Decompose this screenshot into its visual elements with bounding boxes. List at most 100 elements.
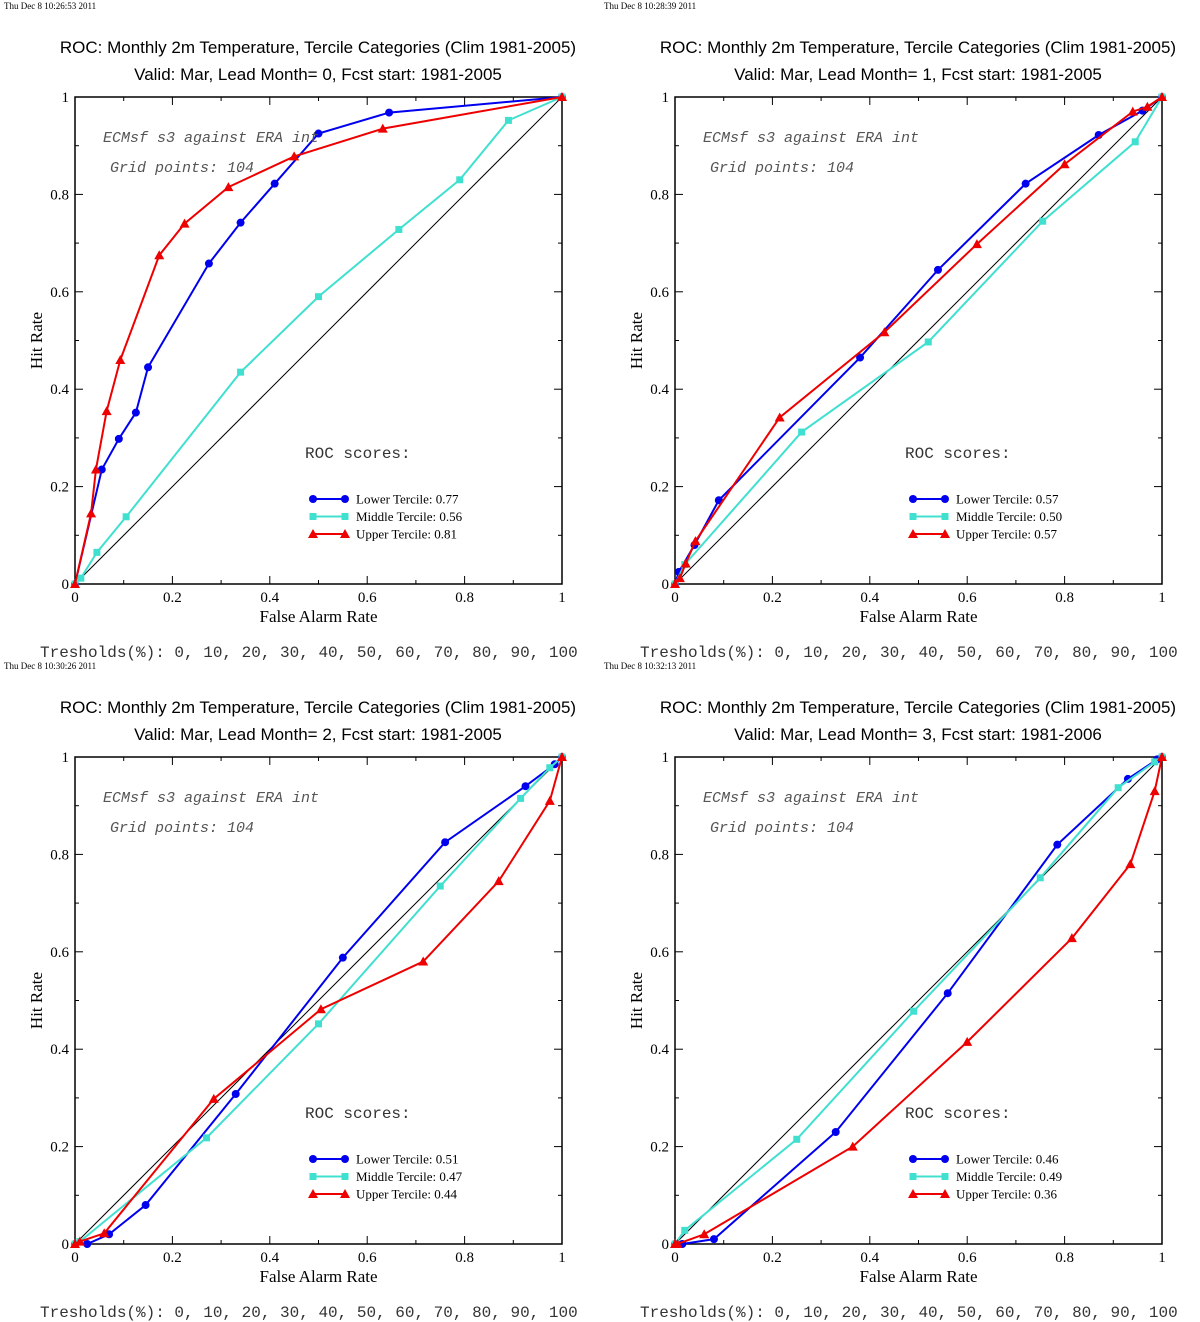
roc-panel-1: Thu Dec 8 10:28:39 2011 ROC: Monthly 2m T… xyxy=(604,1,1178,662)
y-tick-label: 0.6 xyxy=(50,285,69,301)
data-point-upper xyxy=(1149,786,1160,796)
data-point-upper xyxy=(99,1228,110,1238)
chart-title: ROC: Monthly 2m Temperature, Tercile Cat… xyxy=(660,698,1176,717)
data-point-upper xyxy=(1157,92,1167,101)
data-point-upper xyxy=(670,579,680,588)
legend-marker-middle xyxy=(909,1173,917,1180)
legend-marker-upper xyxy=(308,529,318,538)
thresholds-text: Tresholds(%): 0, 10, 20, 30, 40, 50, 60,… xyxy=(40,644,578,662)
x-tick-label: 0.2 xyxy=(163,590,182,606)
thresholds-text: Tresholds(%): 0, 10, 20, 30, 40, 50, 60,… xyxy=(640,644,1178,662)
legend-label-lower: Lower Tercile: 0.57 xyxy=(956,492,1059,507)
y-tick-label: 1 xyxy=(62,750,70,766)
data-point-upper xyxy=(971,239,982,249)
y-tick-label: 0.8 xyxy=(650,847,669,863)
legend-marker-lower xyxy=(941,495,949,503)
x-tick-label: 0.8 xyxy=(455,1250,474,1266)
data-point-upper xyxy=(557,752,567,761)
legend-label-lower: Lower Tercile: 0.46 xyxy=(956,1152,1059,1167)
roc-scores-heading: ROC scores: xyxy=(305,445,411,463)
x-tick-label: 0.6 xyxy=(358,1250,377,1266)
legend-marker-middle xyxy=(941,1173,949,1180)
legend-marker-lower xyxy=(909,495,917,503)
x-axis-label: False Alarm Rate xyxy=(859,607,977,626)
x-tick-label: 0.6 xyxy=(958,590,977,606)
data-point-middle xyxy=(546,764,554,772)
data-point-upper xyxy=(90,464,101,474)
y-tick-label: 0 xyxy=(62,577,70,593)
chart-subtitle: Valid: Mar, Lead Month= 0, Fcst start: 1… xyxy=(134,65,502,84)
legend-label-lower: Lower Tercile: 0.77 xyxy=(356,492,459,507)
legend-label-middle: Middle Tercile: 0.50 xyxy=(956,509,1062,524)
annotation-grid-points: Grid points: 104 xyxy=(710,160,854,177)
annotation-source: ECMsf s3 against ERA int xyxy=(703,790,919,807)
data-point-upper xyxy=(86,508,97,518)
data-point-upper xyxy=(1142,101,1153,111)
series-line-middle xyxy=(74,756,563,1245)
data-point-middle xyxy=(1131,138,1139,146)
data-point-upper xyxy=(879,327,890,337)
thresholds-text: Tresholds(%): 0, 10, 20, 30, 40, 50, 60,… xyxy=(640,1304,1178,1322)
legend-label-upper: Upper Tercile: 0.57 xyxy=(956,527,1058,542)
y-tick-label: 0.2 xyxy=(50,480,69,496)
y-tick-label: 0 xyxy=(62,1237,70,1253)
timestamp: Thu Dec 8 10:32:13 2011 xyxy=(604,661,696,671)
data-point-lower xyxy=(114,434,123,443)
data-point-middle xyxy=(122,513,130,521)
x-tick-label: 0.8 xyxy=(1055,1250,1074,1266)
data-point-middle xyxy=(315,1020,322,1028)
chart-title: ROC: Monthly 2m Temperature, Tercile Cat… xyxy=(60,38,576,57)
x-axis-label: False Alarm Rate xyxy=(259,607,377,626)
y-tick-label: 0.2 xyxy=(650,1140,669,1156)
series-line-middle xyxy=(74,96,563,585)
data-point-upper xyxy=(1125,859,1136,869)
legend-marker-middle xyxy=(341,1173,349,1180)
roc-scores-heading: ROC scores: xyxy=(905,1105,1011,1123)
data-point-middle xyxy=(1036,874,1044,882)
data-point-upper xyxy=(208,1093,219,1103)
data-point-middle xyxy=(798,428,806,436)
thresholds-text: Tresholds(%): 0, 10, 20, 30, 40, 50, 60,… xyxy=(40,1304,578,1322)
legend-label-middle: Middle Tercile: 0.47 xyxy=(356,1169,463,1184)
legend-label-middle: Middle Tercile: 0.56 xyxy=(356,509,463,524)
timestamp: Thu Dec 8 10:30:26 2011 xyxy=(4,661,96,671)
x-tick-label: 0.4 xyxy=(260,590,279,606)
x-tick-label: 0.2 xyxy=(763,1250,782,1266)
data-point-upper xyxy=(1059,159,1070,169)
y-tick-label: 0.6 xyxy=(650,285,669,301)
data-point-upper xyxy=(315,1004,326,1014)
data-point-lower xyxy=(385,108,394,117)
chart-title: ROC: Monthly 2m Temperature, Tercile Cat… xyxy=(60,698,576,717)
x-tick-label: 0.2 xyxy=(763,590,782,606)
data-point-upper xyxy=(847,1141,858,1151)
legend-marker-upper xyxy=(308,1189,318,1198)
legend-marker-lower xyxy=(309,1155,317,1163)
legend-marker-middle xyxy=(909,513,917,520)
x-tick-label: 0 xyxy=(671,1250,679,1266)
data-point-middle xyxy=(517,794,525,802)
no-skill-diagonal xyxy=(674,756,1163,1245)
y-axis-label: Hit Rate xyxy=(27,312,46,369)
series-line-lower xyxy=(674,96,1163,585)
data-point-lower xyxy=(141,1201,150,1210)
data-point-middle xyxy=(1039,217,1047,225)
data-point-lower xyxy=(1021,179,1030,188)
legend-marker-middle xyxy=(309,1173,317,1180)
data-point-middle xyxy=(436,882,444,890)
data-point-upper xyxy=(70,1239,80,1248)
legend-marker-lower xyxy=(909,1155,917,1163)
annotation-source: ECMsf s3 against ERA int xyxy=(103,130,319,147)
annotation-source: ECMsf s3 against ERA int xyxy=(103,790,319,807)
chart-title: ROC: Monthly 2m Temperature, Tercile Cat… xyxy=(660,38,1176,57)
data-point-upper xyxy=(101,406,112,416)
data-point-upper xyxy=(544,795,555,805)
data-point-upper xyxy=(74,1236,85,1246)
y-tick-label: 0.2 xyxy=(50,1140,69,1156)
annotation-source: ECMsf s3 against ERA int xyxy=(703,130,919,147)
legend-marker-upper xyxy=(940,1189,950,1198)
no-skill-diagonal xyxy=(74,756,563,1245)
x-tick-label: 0.6 xyxy=(958,1250,977,1266)
legend-marker-upper xyxy=(340,1189,350,1198)
data-point-middle xyxy=(910,1007,918,1015)
